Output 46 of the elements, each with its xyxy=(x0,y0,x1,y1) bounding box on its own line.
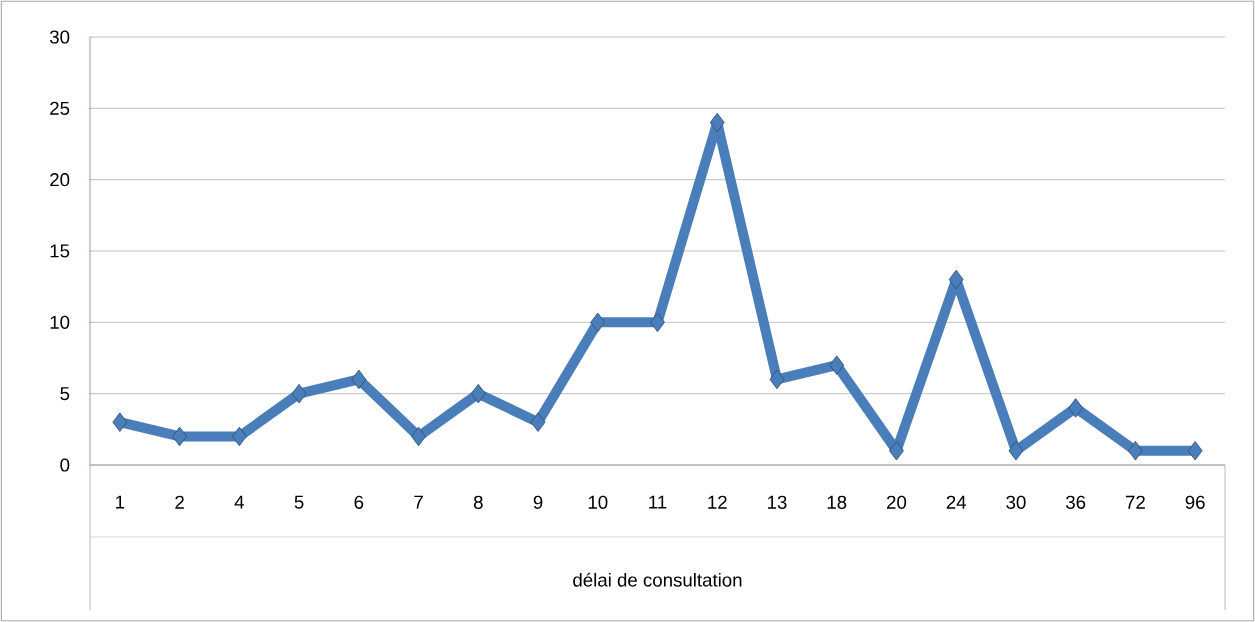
x-axis-title: délai de consultation xyxy=(573,572,742,587)
x-tick-label: 11 xyxy=(649,495,667,509)
x-tick-label: 24 xyxy=(946,495,967,509)
x-tick-label: 1 xyxy=(116,495,125,509)
x-tick-label: 4 xyxy=(234,495,244,509)
x-tick-label: 36 xyxy=(1066,495,1086,509)
point xyxy=(590,312,606,333)
point xyxy=(889,441,904,461)
y-tick-label: 10 xyxy=(50,315,70,329)
x-tick-label: 12 xyxy=(708,495,727,509)
point xyxy=(470,383,486,404)
point xyxy=(1068,398,1084,418)
point xyxy=(411,426,426,447)
y-tick-label: 15 xyxy=(50,244,70,258)
x-tick-label: 13 xyxy=(768,495,787,509)
point xyxy=(829,355,845,375)
point xyxy=(530,412,546,432)
point xyxy=(650,312,665,333)
x-tick-label: 2 xyxy=(175,495,184,509)
x-tick-label: 6 xyxy=(354,495,364,509)
point xyxy=(291,383,307,404)
point xyxy=(1187,441,1203,461)
point xyxy=(769,369,785,390)
x-tick-label: 8 xyxy=(473,495,483,509)
point xyxy=(172,426,188,447)
x-tick-label: 10 xyxy=(588,495,608,509)
y-tick-label: 5 xyxy=(60,387,70,401)
y-tick-label: 0 xyxy=(60,458,70,472)
point xyxy=(112,412,128,432)
y-tick-label: 30 xyxy=(49,30,70,44)
point xyxy=(948,269,964,290)
y-tick-label: 25 xyxy=(50,101,70,115)
x-tick-label: 20 xyxy=(887,495,907,509)
point xyxy=(1008,441,1024,461)
point xyxy=(231,426,247,447)
y-tick-label: 20 xyxy=(50,173,70,187)
point xyxy=(351,369,367,390)
x-tick-label: 9 xyxy=(533,495,543,509)
point xyxy=(709,112,725,133)
x-tick-label: 30 xyxy=(1006,495,1026,509)
x-tick-label: 72 xyxy=(1125,495,1145,509)
point xyxy=(1128,441,1143,461)
x-tick-label: 7 xyxy=(414,495,423,509)
x-tick-label: 5 xyxy=(294,495,304,509)
x-tick-label: 96 xyxy=(1185,495,1205,509)
x-tick-label: 18 xyxy=(827,495,847,509)
